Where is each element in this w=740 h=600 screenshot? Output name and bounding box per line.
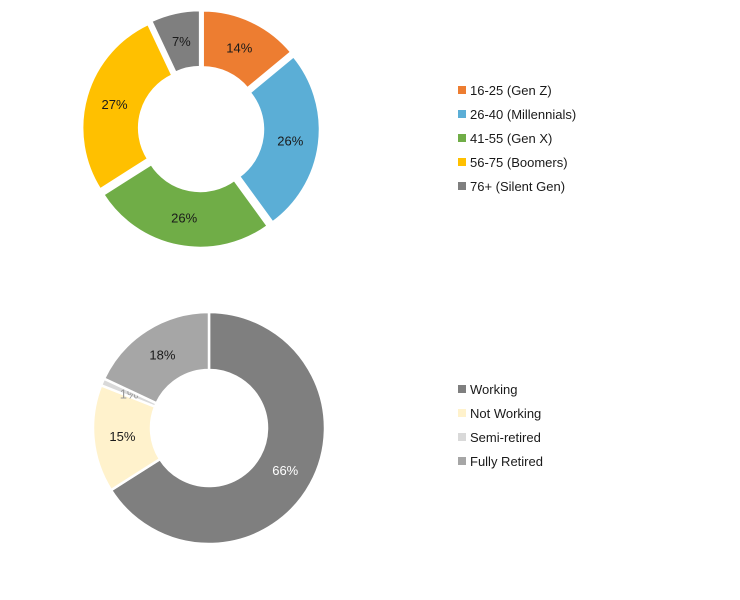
legend-label: 16-25 (Gen Z) bbox=[470, 83, 552, 98]
legend-swatch bbox=[458, 457, 466, 465]
donut-chart-generations: 14% 26% 26% 27% 7% bbox=[80, 8, 322, 250]
legend-label: Not Working bbox=[470, 406, 541, 421]
legend-swatch bbox=[458, 385, 466, 393]
donut-chart-employment: 66%15%1%18% bbox=[91, 310, 327, 546]
data-label-16-25-gen-z: 14% bbox=[226, 41, 252, 56]
legend-item-56-75-boomers: 56-75 (Boomers) bbox=[458, 155, 568, 170]
legend-label: 41-55 (Gen X) bbox=[470, 131, 552, 146]
legend-swatch bbox=[458, 409, 466, 417]
data-label-fully-retired: 18% bbox=[149, 348, 175, 363]
legend-item-not-working: Not Working bbox=[458, 406, 541, 421]
data-label-41-55-gen-x: 26% bbox=[171, 210, 197, 225]
data-label-working: 66% bbox=[272, 463, 298, 478]
slice-41-55-gen-x bbox=[101, 162, 270, 250]
legend-item-16-25-gen-z: 16-25 (Gen Z) bbox=[458, 83, 552, 98]
data-label-26-40-millennials: 26% bbox=[277, 133, 303, 148]
legend-employment: Working Not Working Semi-retired Fully Reti… bbox=[458, 382, 543, 469]
slice-56-75-boomers bbox=[80, 22, 175, 192]
data-label-76-silent-gen: 7% bbox=[172, 34, 191, 49]
legend-item-26-40-millennials: 26-40 (Millennials) bbox=[458, 107, 576, 122]
legend-swatch bbox=[458, 182, 466, 190]
slice-26-40-millennials bbox=[237, 54, 322, 225]
slice-16-25-gen-z bbox=[201, 9, 294, 91]
legend-swatch bbox=[458, 158, 466, 166]
slice-fully-retired bbox=[102, 310, 211, 405]
legend-item-41-55-gen-x: 41-55 (Gen X) bbox=[458, 131, 552, 146]
legend-item-semi-retired: Semi-retired bbox=[458, 430, 541, 445]
legend-item-fully-retired: Fully Retired bbox=[458, 454, 543, 469]
slice-working bbox=[109, 310, 327, 546]
legend-label: Semi-retired bbox=[470, 430, 541, 445]
legend-swatch bbox=[458, 433, 466, 441]
legend-label: 26-40 (Millennials) bbox=[470, 107, 576, 122]
legend-label: 76+ (Silent Gen) bbox=[470, 179, 565, 194]
legend-swatch bbox=[458, 86, 466, 94]
data-label-not-working: 15% bbox=[109, 429, 135, 444]
legend-generations: 16-25 (Gen Z) 26-40 (Millennials) 41-55 (G… bbox=[458, 83, 576, 194]
legend-swatch bbox=[458, 134, 466, 142]
legend-swatch bbox=[458, 110, 466, 118]
legend-item-76-silent-gen: 76+ (Silent Gen) bbox=[458, 179, 565, 194]
legend-item-working: Working bbox=[458, 382, 517, 397]
legend-label: Fully Retired bbox=[470, 454, 543, 469]
slice-76-silent-gen bbox=[149, 8, 202, 75]
legend-label: Working bbox=[470, 382, 517, 397]
legend-label: 56-75 (Boomers) bbox=[470, 155, 568, 170]
data-label-56-75-boomers: 27% bbox=[102, 97, 128, 112]
